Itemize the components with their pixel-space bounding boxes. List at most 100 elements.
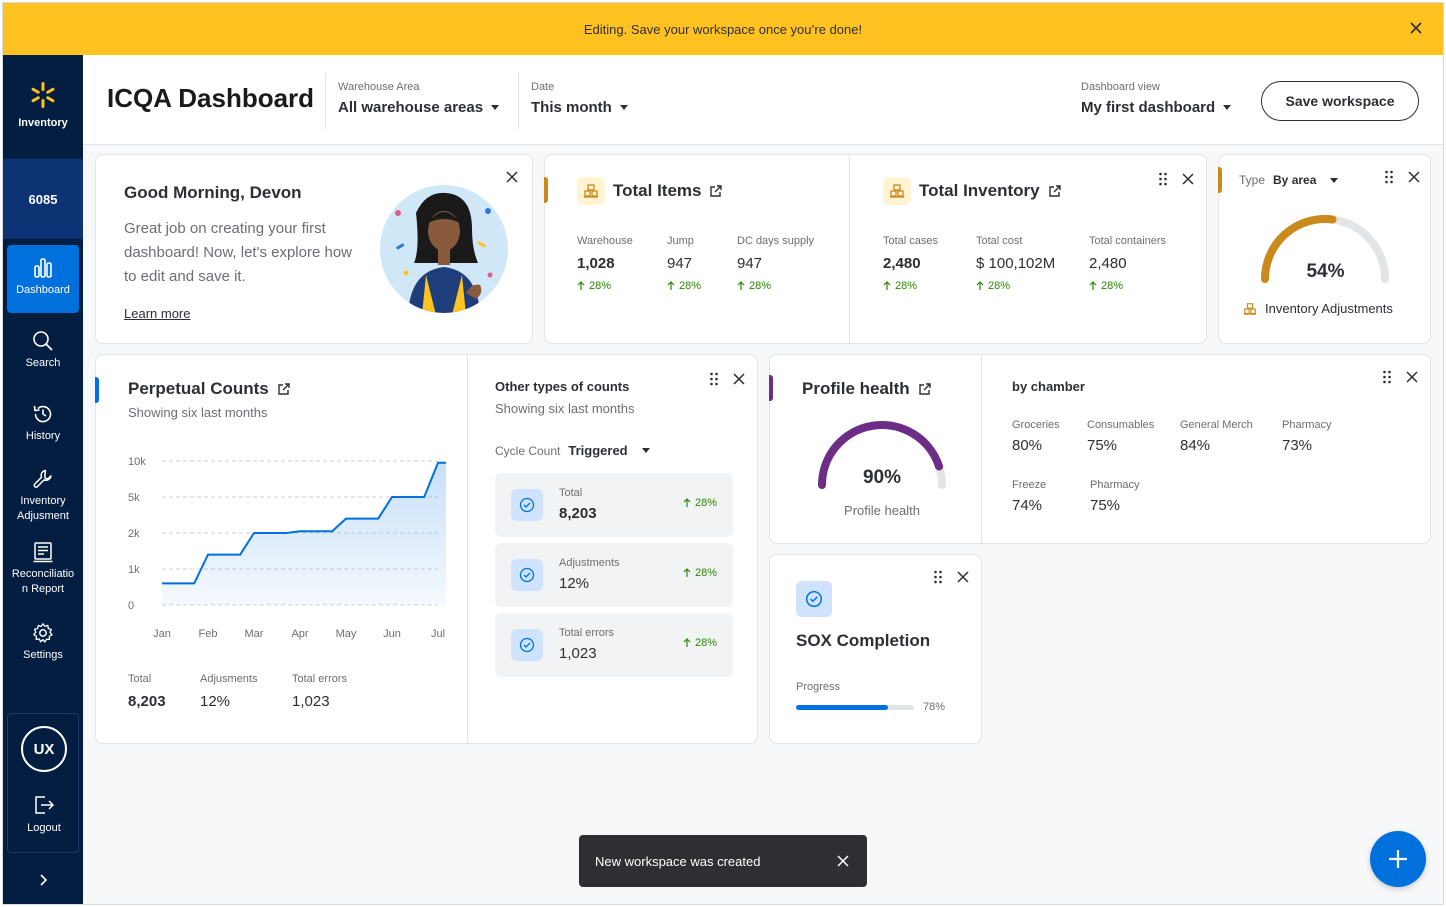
drag-handle-icon[interactable] bbox=[933, 569, 943, 585]
add-widget-button[interactable] bbox=[1370, 831, 1426, 887]
metric-value: 73% bbox=[1282, 437, 1313, 454]
avatar[interactable]: UX bbox=[21, 726, 67, 772]
x-tick-label: May bbox=[336, 628, 357, 640]
progress-label: Progress bbox=[796, 681, 841, 693]
wrench-icon bbox=[33, 469, 52, 488]
welcome-card: Good Morning, Devon Great job on creatin… bbox=[95, 154, 533, 344]
count-label: Total bbox=[559, 487, 583, 499]
save-workspace-button[interactable]: Save workspace bbox=[1261, 81, 1419, 121]
sidebar-item-search[interactable]: Search bbox=[7, 318, 79, 386]
user-panel: UX Logout bbox=[7, 713, 79, 853]
external-link-icon[interactable] bbox=[1048, 184, 1062, 198]
card-accent bbox=[544, 177, 548, 203]
close-icon[interactable] bbox=[955, 569, 971, 585]
close-icon[interactable] bbox=[1180, 171, 1196, 187]
caret-down-icon bbox=[1223, 105, 1232, 110]
external-link-icon[interactable] bbox=[709, 184, 723, 198]
date-select[interactable]: Date This month bbox=[518, 73, 638, 129]
page-header: ICQA Dashboard Warehouse Area All wareho… bbox=[83, 55, 1443, 145]
type-select[interactable]: Type By area bbox=[1239, 173, 1339, 187]
warehouse-area-value: All warehouse areas bbox=[338, 99, 484, 116]
drag-handle-icon[interactable] bbox=[709, 371, 719, 387]
count-value: 8,203 bbox=[559, 505, 597, 522]
caret-down-icon bbox=[641, 448, 650, 453]
store-number[interactable]: 6085 bbox=[3, 159, 83, 239]
edit-mode-banner: Editing. Save your workspace once you’re… bbox=[3, 3, 1443, 55]
sidebar-item-inventory-adjustment[interactable]: Inventory Adjusment bbox=[7, 456, 79, 524]
external-link-icon[interactable] bbox=[277, 382, 291, 396]
sidebar-item-history[interactable]: History bbox=[7, 391, 79, 459]
greeting-body: Great job on creating your first dashboa… bbox=[124, 220, 352, 285]
check-circle-icon bbox=[511, 559, 543, 591]
trend-up: 28% bbox=[667, 280, 701, 292]
metric-dc-days-supply: DC days supply 947 28% bbox=[737, 235, 814, 292]
logout-label: Logout bbox=[27, 822, 61, 834]
dashboard-view-value: My first dashboard bbox=[1081, 99, 1216, 116]
series-line bbox=[162, 461, 446, 585]
chamber-pharmacy-2: Pharmacy 75% bbox=[1090, 479, 1140, 514]
card-accent bbox=[769, 375, 773, 401]
metric-value: 74% bbox=[1012, 497, 1043, 514]
sidebar-item-settings[interactable]: Settings bbox=[7, 610, 79, 678]
warehouse-area-select[interactable]: Warehouse Area All warehouse areas bbox=[325, 73, 515, 129]
total-inventory-title: Total Inventory bbox=[883, 177, 1062, 205]
close-icon[interactable] bbox=[731, 371, 747, 387]
metric-label: General Merch bbox=[1180, 419, 1253, 431]
count-row-adjustments[interactable]: Adjustments 12% 28% bbox=[495, 543, 733, 607]
drag-handle-icon[interactable] bbox=[1384, 169, 1394, 185]
metric-jump: Jump 947 28% bbox=[667, 235, 701, 292]
banner-close-icon[interactable] bbox=[1405, 17, 1427, 39]
count-row-total[interactable]: Total 8,203 28% bbox=[495, 473, 733, 537]
progress-fill bbox=[796, 705, 889, 710]
brand[interactable]: Inventory bbox=[3, 55, 83, 159]
metric-label: Freeze bbox=[1012, 479, 1047, 491]
close-icon[interactable] bbox=[835, 853, 851, 869]
arrow-up-icon bbox=[883, 281, 891, 290]
metric-label: Pharmacy bbox=[1282, 419, 1332, 431]
metric-label: Pharmacy bbox=[1090, 479, 1140, 491]
other-counts-title: Other types of counts bbox=[495, 379, 630, 394]
close-icon[interactable] bbox=[504, 169, 520, 185]
learn-more-link[interactable]: Learn more bbox=[124, 306, 191, 321]
perpetual-counts-chart: 0 1k 2k 5k 10k Jan Feb Mar Apr May Jun Jul bbox=[128, 456, 446, 640]
sidebar-item-reconciliation-report[interactable]: Reconciliation Report bbox=[7, 529, 79, 597]
plus-icon bbox=[1389, 850, 1407, 868]
y-tick-label: 10k bbox=[128, 456, 146, 468]
drag-handle-icon[interactable] bbox=[1158, 171, 1168, 187]
profile-health-title-label: Profile health bbox=[802, 379, 910, 398]
caret-down-icon bbox=[619, 105, 628, 110]
report-icon bbox=[33, 542, 53, 563]
errors-summary: Total errors 1,023 bbox=[292, 673, 347, 710]
progress-track bbox=[796, 705, 914, 710]
type-label: Type bbox=[1239, 173, 1266, 187]
total-inventory-label: Total Inventory bbox=[919, 181, 1040, 200]
metric-value: 1,028 bbox=[577, 255, 615, 272]
sidebar-item-label: Dashboard bbox=[16, 284, 70, 296]
arrow-up-icon bbox=[577, 281, 585, 290]
total-items-label: Total Items bbox=[613, 181, 702, 200]
sidebar-item-dashboard[interactable]: Dashboard bbox=[7, 245, 79, 313]
dashboard-view-select[interactable]: Dashboard view My first dashboard bbox=[1081, 73, 1232, 129]
metric-warehouse: Warehouse 1,028 28% bbox=[577, 235, 633, 292]
profile-health-percent: 90% bbox=[862, 467, 902, 488]
count-row-total-errors[interactable]: Total errors 1,023 28% bbox=[495, 613, 733, 677]
check-circle-icon bbox=[796, 581, 832, 617]
metric-label: Groceries bbox=[1012, 419, 1060, 431]
arrow-up-icon bbox=[683, 638, 691, 647]
close-icon[interactable] bbox=[1406, 169, 1422, 185]
cycle-count-select[interactable]: Cycle Count Triggered bbox=[495, 443, 650, 458]
toast-text: New workspace was created bbox=[595, 853, 761, 869]
external-link-icon[interactable] bbox=[918, 382, 932, 396]
drag-handle-icon[interactable] bbox=[1382, 369, 1392, 385]
close-icon[interactable] bbox=[1404, 369, 1420, 385]
logout-button[interactable]: Logout bbox=[8, 794, 80, 834]
arrow-up-icon bbox=[976, 281, 984, 290]
pallet-icon bbox=[883, 177, 911, 205]
chevron-right-icon[interactable] bbox=[33, 870, 53, 890]
count-label: Adjustments bbox=[559, 557, 620, 569]
trend-value: 28% bbox=[694, 637, 717, 649]
count-label: Total errors bbox=[559, 627, 615, 639]
gauge-fill bbox=[818, 421, 944, 489]
trend-value: 28% bbox=[1101, 280, 1124, 292]
